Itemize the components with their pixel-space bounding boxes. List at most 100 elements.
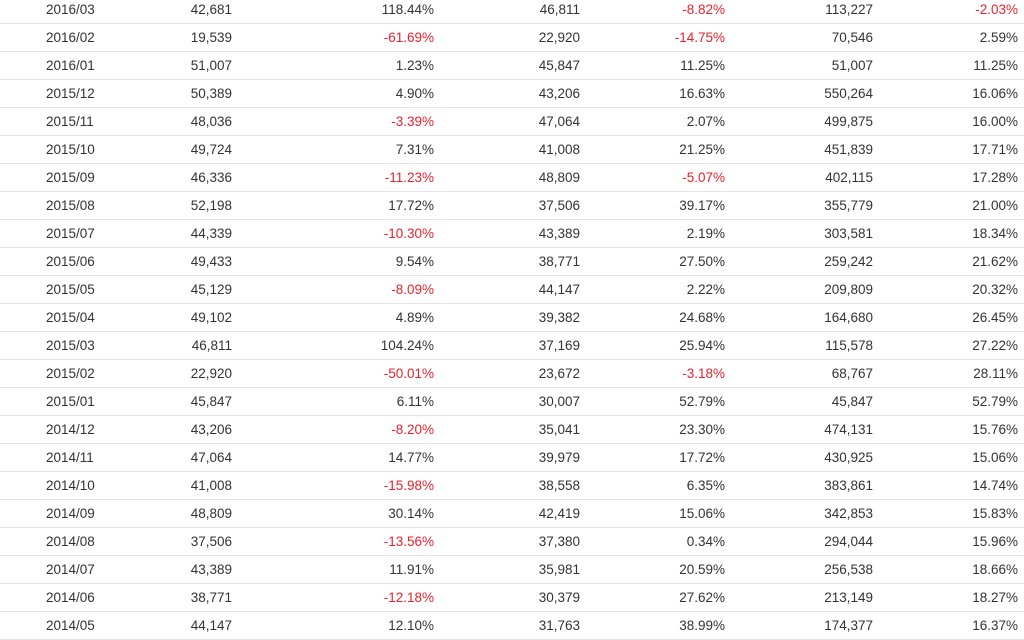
value-cell-1: 43,206 xyxy=(190,422,232,437)
percent-cell-2: 20.59% xyxy=(679,562,725,577)
percent-cell-2: 27.62% xyxy=(679,590,725,605)
percent-cell-3: 28.11% xyxy=(973,366,1018,381)
value-cell-3: 402,115 xyxy=(825,170,873,185)
value-cell-2: 35,981 xyxy=(538,562,580,577)
table-row: 2014/12 43,206 -8.20% 35,041 23.30% 474,131 15… xyxy=(0,416,1024,444)
percent-cell-1: -11.23% xyxy=(384,170,434,185)
table-row: 2014/05 44,147 12.10% 31,763 38.99% 174,377 16… xyxy=(0,612,1024,640)
percent-cell-3: 21.62% xyxy=(972,254,1018,269)
value-cell-1: 41,008 xyxy=(190,478,232,493)
percent-cell-2: 16.63% xyxy=(679,86,725,101)
value-cell-3: 294,044 xyxy=(824,534,873,549)
percent-cell-3: 18.34% xyxy=(972,226,1018,241)
percent-cell-1: 4.89% xyxy=(395,310,434,325)
date-cell: 2014/10 xyxy=(46,478,95,493)
percent-cell-2: 17.72% xyxy=(679,450,725,465)
percent-cell-1: 30.14% xyxy=(388,506,434,521)
percent-cell-3: 15.96% xyxy=(972,534,1018,549)
value-cell-1: 43,389 xyxy=(190,562,232,577)
value-cell-3: 256,538 xyxy=(824,562,873,577)
value-cell-2: 23,672 xyxy=(538,366,580,381)
value-cell-3: 209,809 xyxy=(824,282,873,297)
value-cell-2: 39,382 xyxy=(538,310,580,325)
percent-cell-1: 12.10% xyxy=(388,618,434,633)
date-cell: 2014/12 xyxy=(46,422,95,437)
percent-cell-3: 2.59% xyxy=(979,30,1018,45)
percent-cell-3: 15.06% xyxy=(972,450,1018,465)
value-cell-2: 37,506 xyxy=(538,198,580,213)
table-row: 2015/02 22,920 -50.01% 23,672 -3.18% 68,767 28… xyxy=(0,360,1024,388)
table-row: 2014/06 38,771 -12.18% 30,379 27.62% 213,149 1… xyxy=(0,584,1024,612)
table-row: 2016/03 42,681 118.44% 46,811 -8.82% 113,227 -… xyxy=(0,0,1024,24)
percent-cell-3: 16.06% xyxy=(972,86,1018,101)
date-cell: 2015/10 xyxy=(46,142,95,157)
value-cell-2: 45,847 xyxy=(538,58,580,73)
value-cell-2: 47,064 xyxy=(538,114,580,129)
percent-cell-3: 16.37% xyxy=(972,618,1018,633)
percent-cell-2: 2.19% xyxy=(686,226,725,241)
percent-cell-2: 23.30% xyxy=(679,422,725,437)
value-cell-2: 48,809 xyxy=(538,170,580,185)
date-cell: 2015/02 xyxy=(46,366,95,381)
percent-cell-2: 38.99% xyxy=(679,618,725,633)
table-row: 2014/08 37,506 -13.56% 37,380 0.34% 294,044 15… xyxy=(0,528,1024,556)
value-cell-2: 35,041 xyxy=(538,422,580,437)
percent-cell-1: 9.54% xyxy=(395,254,434,269)
value-cell-2: 43,206 xyxy=(538,86,580,101)
table-row: 2015/07 44,339 -10.30% 43,389 2.19% 303,581 18… xyxy=(0,220,1024,248)
percent-cell-1: 14.77% xyxy=(388,450,434,465)
date-cell: 2014/07 xyxy=(46,562,95,577)
value-cell-1: 48,809 xyxy=(190,506,232,521)
value-cell-3: 115,578 xyxy=(825,338,873,353)
percent-cell-1: 118.44% xyxy=(381,2,434,17)
table-row: 2015/03 46,811 104.24% 37,169 25.94% 115,578 2… xyxy=(0,332,1024,360)
table-row: 2015/11 48,036 -3.39% 47,064 2.07% 499,875 16.… xyxy=(0,108,1024,136)
value-cell-3: 383,861 xyxy=(824,478,873,493)
value-cell-1: 45,129 xyxy=(190,282,232,297)
value-cell-2: 22,920 xyxy=(538,30,580,45)
value-cell-2: 46,811 xyxy=(539,2,580,17)
value-cell-3: 213,149 xyxy=(824,590,873,605)
value-cell-3: 430,925 xyxy=(824,450,873,465)
value-cell-1: 37,506 xyxy=(190,534,232,549)
table-row: 2015/08 52,198 17.72% 37,506 39.17% 355,779 21… xyxy=(0,192,1024,220)
table-row: 2014/10 41,008 -15.98% 38,558 6.35% 383,861 14… xyxy=(0,472,1024,500)
table-row: 2015/04 49,102 4.89% 39,382 24.68% 164,680 26.… xyxy=(0,304,1024,332)
value-cell-1: 49,724 xyxy=(190,142,232,157)
value-cell-1: 42,681 xyxy=(190,2,232,17)
percent-cell-1: -50.01% xyxy=(383,366,434,381)
value-cell-2: 42,419 xyxy=(538,506,580,521)
value-cell-1: 38,771 xyxy=(190,590,232,605)
value-cell-1: 46,811 xyxy=(191,338,232,353)
percent-cell-1: -8.09% xyxy=(391,282,434,297)
percent-cell-1: -61.69% xyxy=(383,30,434,45)
value-cell-3: 45,847 xyxy=(831,394,873,409)
percent-cell-2: 0.34% xyxy=(686,534,725,549)
percent-cell-1: -3.39% xyxy=(391,114,434,129)
date-cell: 2014/09 xyxy=(46,506,95,521)
percent-cell-2: -14.75% xyxy=(674,30,725,45)
value-cell-2: 43,389 xyxy=(538,226,580,241)
value-cell-3: 164,680 xyxy=(824,310,873,325)
table-row: 2016/01 51,007 1.23% 45,847 11.25% 51,007 11.2… xyxy=(0,52,1024,80)
percent-cell-3: 27.22% xyxy=(972,338,1018,353)
table-row: 2016/02 19,539 -61.69% 22,920 -14.75% 70,546 2… xyxy=(0,24,1024,52)
value-cell-2: 30,379 xyxy=(538,590,580,605)
table-row: 2015/06 49,433 9.54% 38,771 27.50% 259,242 21.… xyxy=(0,248,1024,276)
table-row: 2015/05 45,129 -8.09% 44,147 2.22% 209,809 20.… xyxy=(0,276,1024,304)
value-cell-3: 342,853 xyxy=(824,506,873,521)
percent-cell-3: 15.83% xyxy=(972,506,1018,521)
percent-cell-3: 16.00% xyxy=(972,114,1018,129)
percent-cell-2: 15.06% xyxy=(679,506,725,521)
percent-cell-2: -3.18% xyxy=(682,366,725,381)
percent-cell-3: 26.45% xyxy=(972,310,1018,325)
percent-cell-3: 17.28% xyxy=(972,170,1018,185)
value-cell-3: 174,377 xyxy=(824,618,873,633)
table-row: 2015/10 49,724 7.31% 41,008 21.25% 451,839 17.… xyxy=(0,136,1024,164)
percent-cell-3: -2.03% xyxy=(975,2,1018,17)
value-cell-2: 37,169 xyxy=(538,338,580,353)
value-cell-3: 355,779 xyxy=(824,198,873,213)
value-cell-1: 49,102 xyxy=(190,310,232,325)
percent-cell-3: 18.27% xyxy=(972,590,1018,605)
value-cell-1: 47,064 xyxy=(190,450,232,465)
